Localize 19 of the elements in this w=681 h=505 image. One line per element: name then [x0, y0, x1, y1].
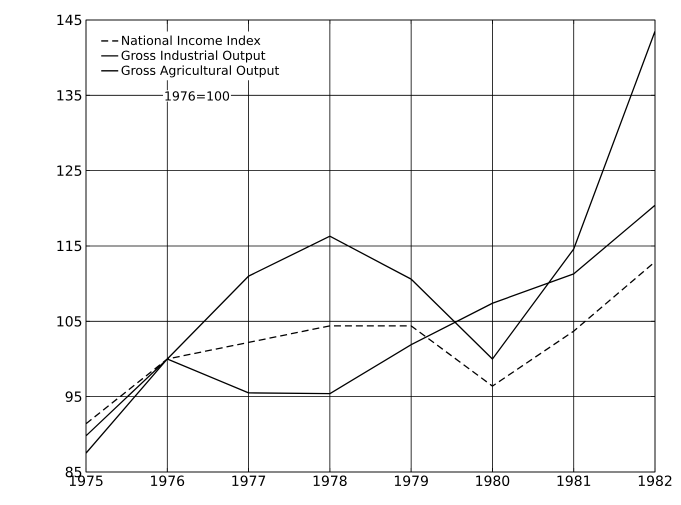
x-tick-label: 1977: [232, 475, 266, 486]
y-tick-label: 95: [66, 391, 82, 402]
y-tick-label: 115: [57, 240, 82, 252]
x-tick-label: 1982: [638, 475, 672, 486]
y-tick-label: 125: [57, 165, 82, 176]
y-tick-label: 105: [57, 316, 82, 327]
x-tick-label: 1975: [70, 475, 103, 486]
y-tick-label: 145: [57, 14, 82, 26]
legend-label: National Income Index: [122, 35, 260, 46]
legend-label: Gross Industrial Output: [122, 50, 266, 62]
x-tick-label: 1981: [558, 475, 590, 486]
y-tick-label: 135: [57, 90, 82, 101]
x-tick-label: 1976: [151, 475, 184, 486]
annotation: 1976=100: [165, 91, 230, 101]
y-tick-label: 85: [66, 466, 82, 478]
x-tick-label: 1978: [314, 475, 347, 486]
x-tick-label: 1980: [476, 475, 510, 486]
legend-label: Gross Agricultural Output: [122, 65, 280, 78]
x-tick-label: 1979: [394, 475, 428, 486]
